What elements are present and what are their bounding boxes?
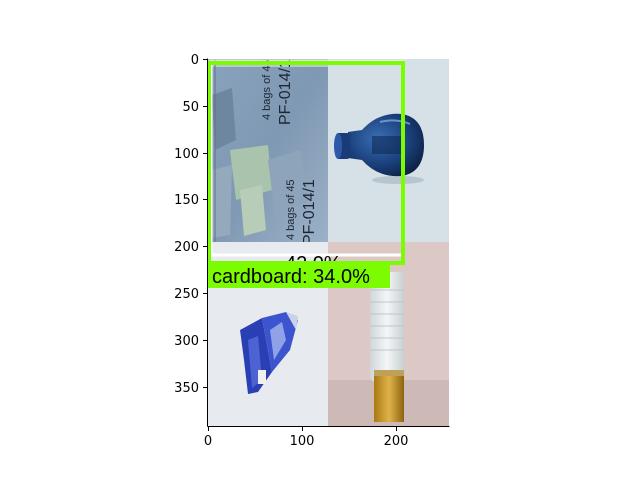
axes-frame <box>207 58 450 427</box>
y-tick-label: 250 <box>174 287 199 302</box>
cardboard-print-2: PF-014/1 <box>277 59 294 125</box>
cardboard-print-3: 4 bags of 45 <box>285 179 297 240</box>
y-tick-label: 200 <box>174 240 199 255</box>
x-tick-label: 200 <box>384 434 409 449</box>
y-tick-label: 150 <box>174 193 199 208</box>
tile-blue-glass-bottle <box>328 59 449 242</box>
y-tick-label: 100 <box>174 147 199 162</box>
x-axis: 0 100 200 <box>204 426 409 449</box>
y-tick-label: 0 <box>191 53 199 68</box>
y-tick-label: 50 <box>182 100 199 115</box>
y-axis: 0 50 100 150 200 250 300 350 <box>174 53 208 396</box>
x-tick-label: 0 <box>204 434 212 449</box>
x-tick-label: 100 <box>290 434 315 449</box>
cardboard-print-1: 4 bags of 45 <box>261 59 273 120</box>
tile-cardboard: 4 bags of 45 PF-014/1 4 bags of 45 PF-01… <box>208 59 328 248</box>
detection-label-cardboard: cardboard: 34.0% <box>212 266 370 288</box>
detection-box-cardboard <box>207 61 405 265</box>
cardboard-print-4: PF-014/1 <box>301 179 318 245</box>
y-tick-label: 350 <box>174 381 199 396</box>
detection-label-background <box>208 264 390 288</box>
y-tick-label: 300 <box>174 334 199 349</box>
